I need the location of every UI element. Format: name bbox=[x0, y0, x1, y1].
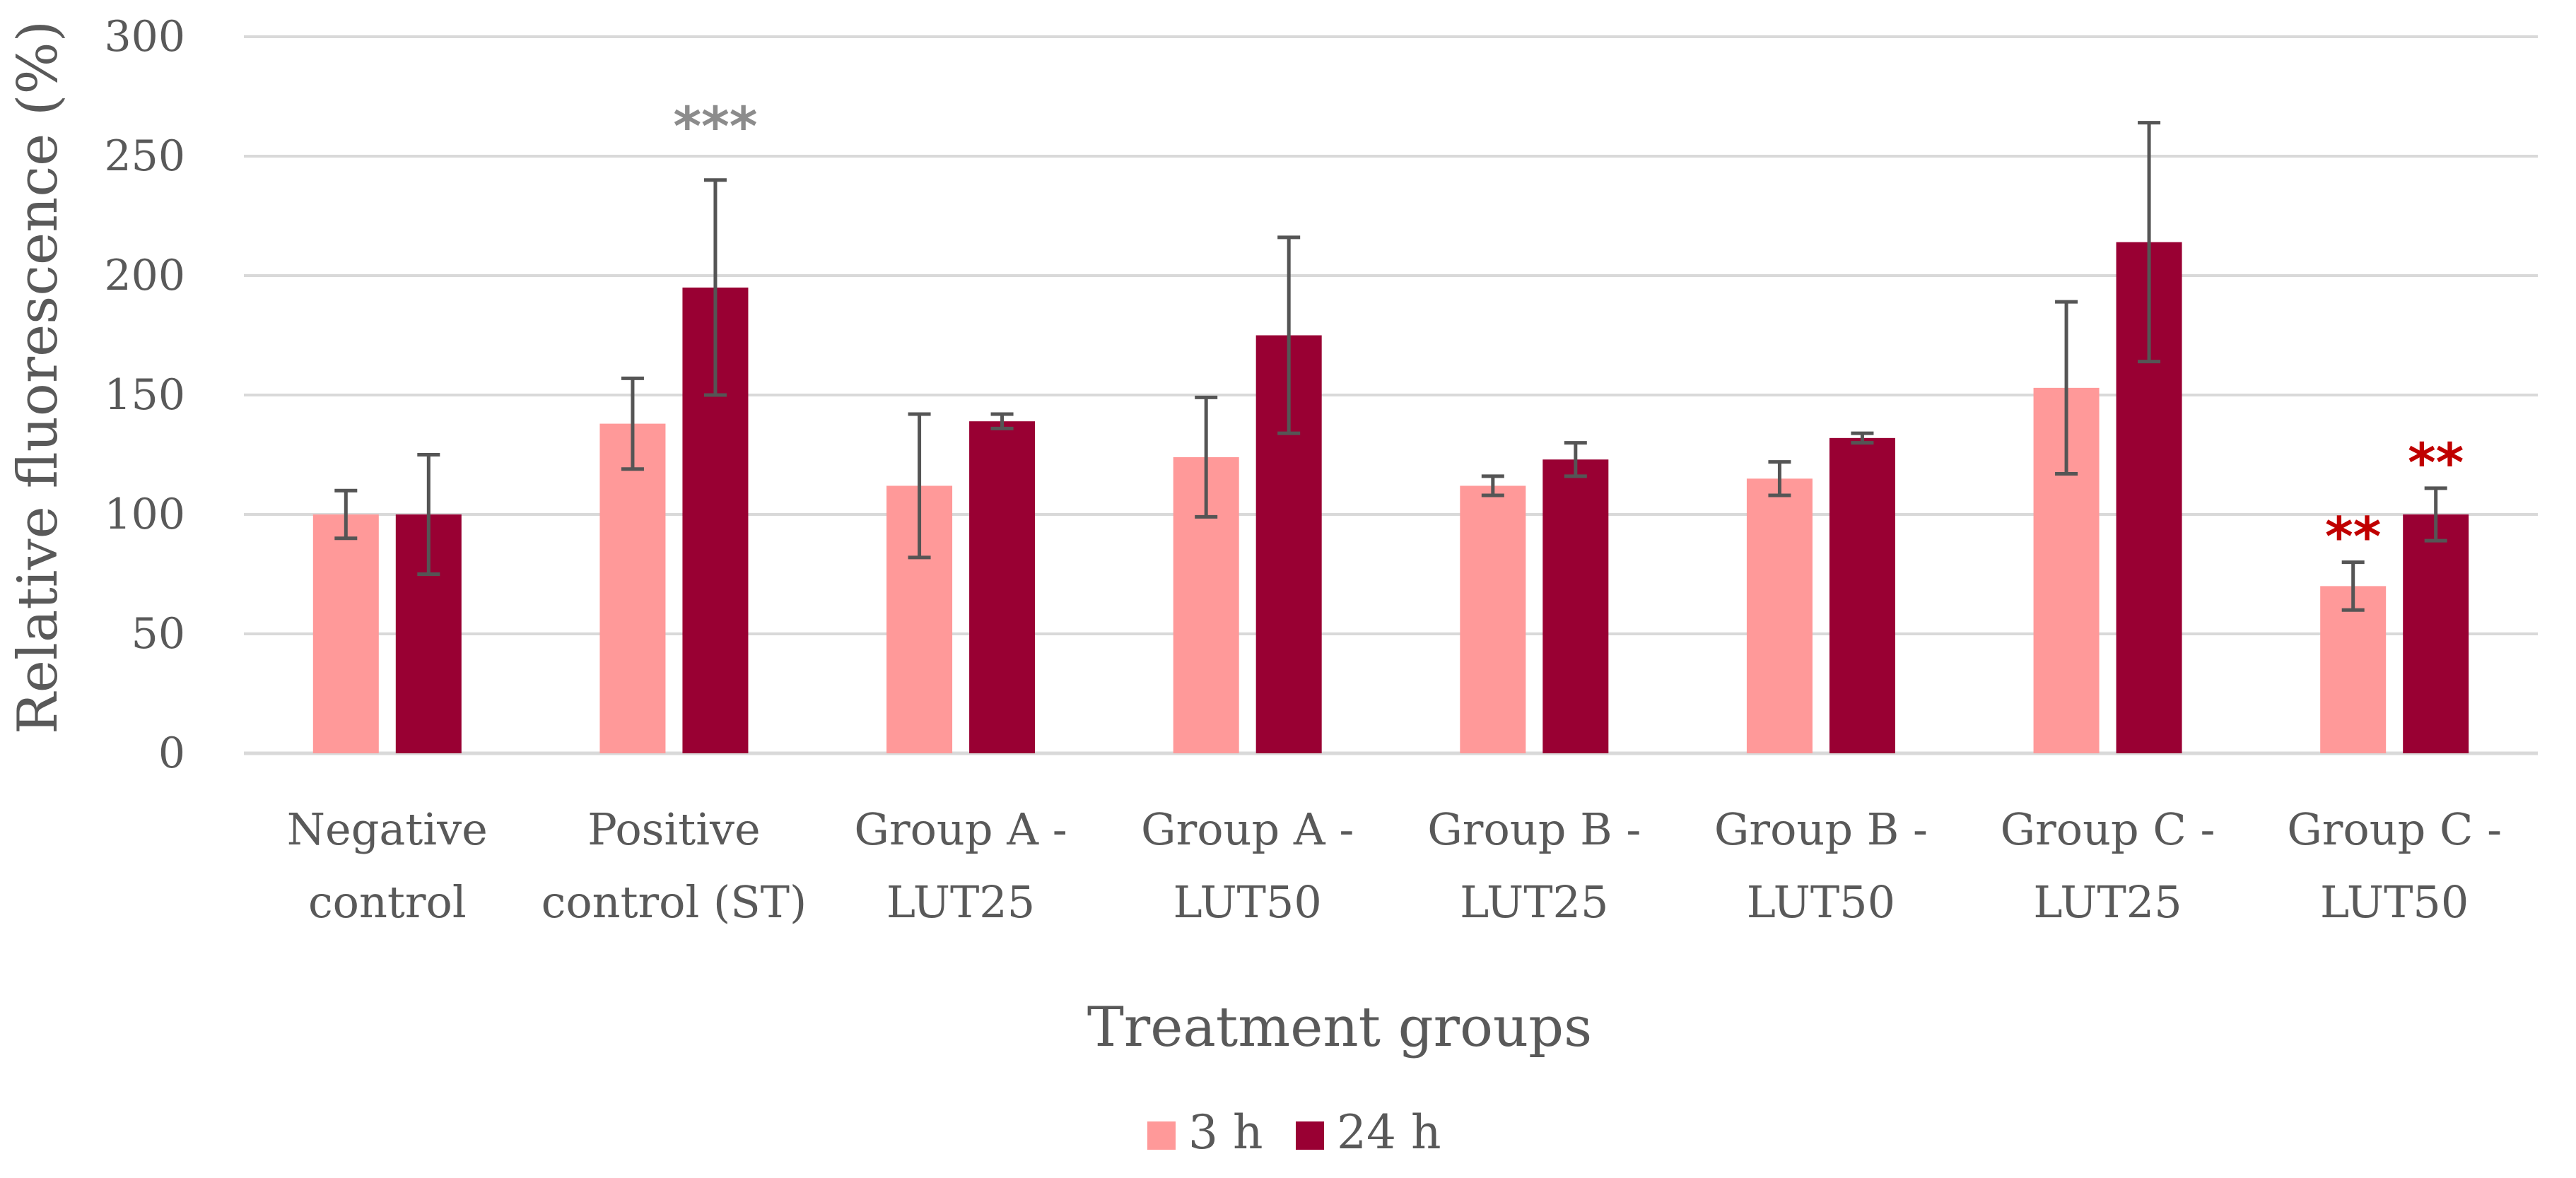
error-bar-3h-4 bbox=[1481, 474, 1504, 497]
bar-24h-4 bbox=[1542, 459, 1609, 753]
significance-annotations: ******* bbox=[673, 95, 2464, 568]
x-category-label: Negative control bbox=[287, 803, 488, 928]
error-bar-24h-6 bbox=[2138, 121, 2161, 364]
bar-24h-5 bbox=[1829, 437, 1895, 753]
y-tick-label: 150 bbox=[104, 370, 185, 420]
x-category-label: Group B -LUT25 bbox=[1427, 803, 1641, 928]
legend-label-24h: 24 h bbox=[1337, 1105, 1441, 1160]
legend-swatch-3h bbox=[1147, 1121, 1176, 1150]
y-axis-ticks: 0 50 100 150 200 250 300 bbox=[104, 12, 185, 778]
error-bar-3h-7 bbox=[2341, 560, 2365, 612]
y-tick-label: 0 bbox=[158, 729, 185, 778]
legend-label-3h: 3 h bbox=[1188, 1105, 1263, 1160]
error-bar-24h-2 bbox=[990, 412, 1014, 430]
y-tick-label: 50 bbox=[131, 609, 185, 659]
significance-annotation: ** bbox=[2408, 431, 2464, 494]
error-bar-3h-2 bbox=[908, 412, 931, 560]
error-bar-3h-6 bbox=[2055, 300, 2078, 476]
bar-24h-7 bbox=[2403, 514, 2469, 753]
y-tick-label: 300 bbox=[104, 12, 185, 61]
bar-3h-0 bbox=[312, 514, 379, 753]
x-category-label: Group A -LUT50 bbox=[1141, 803, 1354, 928]
x-category-label: Group C -LUT25 bbox=[2001, 803, 2215, 928]
error-bar-3h-1 bbox=[621, 376, 644, 471]
error-bar-24h-1 bbox=[703, 178, 727, 397]
x-category-label: Positive control (ST) bbox=[541, 803, 807, 928]
y-tick-label: 250 bbox=[104, 131, 185, 181]
x-axis-categories: Negative control Positive control (ST) Group… bbox=[287, 803, 2502, 928]
error-bar-3h-3 bbox=[1195, 395, 1218, 519]
y-tick-label: 100 bbox=[104, 490, 185, 539]
gridlines bbox=[244, 35, 2538, 755]
x-category-label: Group A -LUT25 bbox=[854, 803, 1067, 928]
bars bbox=[312, 242, 2469, 753]
error-bar-24h-0 bbox=[417, 453, 440, 576]
y-axis-title: Relative fluorescence (%) bbox=[6, 20, 70, 734]
error-bar-3h-0 bbox=[334, 488, 358, 541]
error-bar-24h-7 bbox=[2424, 486, 2447, 543]
legend-swatch-24h bbox=[1296, 1121, 1324, 1150]
bar-3h-1 bbox=[599, 423, 666, 753]
error-bar-24h-3 bbox=[1277, 235, 1301, 435]
x-category-label: Group B -LUT50 bbox=[1714, 803, 1928, 928]
bar-24h-2 bbox=[969, 421, 1036, 753]
bar-3h-7 bbox=[2320, 586, 2387, 753]
error-bars bbox=[334, 121, 2447, 612]
legend: 3 h 24 h bbox=[1147, 1105, 1441, 1160]
significance-annotation: *** bbox=[673, 95, 757, 158]
x-category-label: Group C -LUT50 bbox=[2287, 803, 2502, 928]
y-tick-label: 200 bbox=[104, 251, 185, 300]
bar-3h-4 bbox=[1460, 485, 1526, 753]
significance-annotation: ** bbox=[2325, 505, 2382, 568]
error-bar-3h-5 bbox=[1768, 460, 1791, 497]
error-bar-24h-5 bbox=[1851, 431, 1874, 445]
bar-3h-5 bbox=[1746, 478, 1813, 753]
error-bar-24h-4 bbox=[1564, 441, 1587, 478]
x-axis-title: Treatment groups bbox=[1087, 996, 1592, 1059]
